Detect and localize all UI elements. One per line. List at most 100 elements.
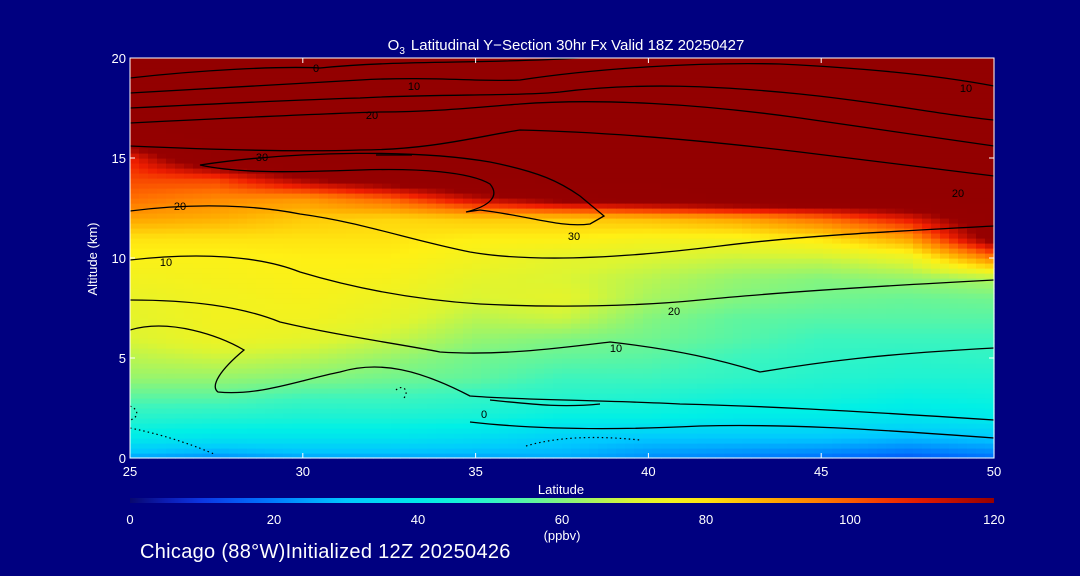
heat-cell bbox=[256, 288, 266, 294]
heat-cell bbox=[409, 333, 419, 339]
heat-cell bbox=[913, 368, 923, 374]
heat-cell bbox=[364, 303, 374, 309]
heat-cell bbox=[472, 403, 482, 409]
heat-cell bbox=[913, 333, 923, 339]
heat-cell bbox=[202, 383, 212, 389]
heat-cell bbox=[139, 358, 149, 364]
heat-cell bbox=[769, 318, 779, 324]
heat-cell bbox=[949, 308, 959, 314]
heat-cell bbox=[328, 398, 338, 404]
heat-cell bbox=[508, 243, 518, 249]
heat-cell bbox=[688, 278, 698, 284]
heat-cell bbox=[427, 298, 437, 304]
heat-cell bbox=[688, 328, 698, 334]
heat-cell bbox=[679, 303, 689, 309]
heat-cell bbox=[202, 358, 212, 364]
heat-cell bbox=[958, 393, 968, 399]
heat-cell bbox=[796, 388, 806, 394]
heat-cell bbox=[706, 348, 716, 354]
heat-cell bbox=[931, 238, 941, 244]
heat-cell bbox=[418, 423, 428, 429]
heat-cell bbox=[319, 253, 329, 259]
heat-cell bbox=[454, 373, 464, 379]
heat-cell bbox=[256, 358, 266, 364]
heat-cell bbox=[211, 283, 221, 289]
heat-cell bbox=[580, 253, 590, 259]
heat-cell bbox=[670, 428, 680, 434]
heat-cell bbox=[823, 308, 833, 314]
heat-cell bbox=[679, 243, 689, 249]
heat-cell bbox=[652, 203, 662, 209]
heat-cell bbox=[364, 328, 374, 334]
heat-cell bbox=[382, 393, 392, 399]
heat-cell bbox=[175, 398, 185, 404]
heat-cell bbox=[274, 388, 284, 394]
heat-cell bbox=[868, 373, 878, 379]
heat-cell bbox=[499, 413, 509, 419]
heat-cell bbox=[877, 293, 887, 299]
heat-cell bbox=[265, 403, 275, 409]
heat-cell bbox=[355, 423, 365, 429]
heat-cell bbox=[373, 228, 383, 234]
heat-cell bbox=[364, 393, 374, 399]
heat-cell bbox=[463, 353, 473, 359]
heat-cell bbox=[391, 253, 401, 259]
heat-cell bbox=[859, 423, 869, 429]
heat-cell bbox=[751, 378, 761, 384]
heat-cell bbox=[616, 313, 626, 319]
heat-cell bbox=[679, 363, 689, 369]
heat-cell bbox=[580, 358, 590, 364]
heat-cell bbox=[211, 318, 221, 324]
heat-cell bbox=[850, 393, 860, 399]
heat-cell bbox=[418, 273, 428, 279]
heat-cell bbox=[733, 238, 743, 244]
heat-cell bbox=[274, 348, 284, 354]
heat-cell bbox=[778, 248, 788, 254]
heat-cell bbox=[148, 198, 158, 204]
heat-cell bbox=[715, 308, 725, 314]
heat-cell bbox=[553, 218, 563, 224]
heat-cell bbox=[652, 383, 662, 389]
heat-cell bbox=[220, 343, 230, 349]
heat-cell bbox=[175, 298, 185, 304]
heat-cell bbox=[526, 243, 536, 249]
heat-cell bbox=[625, 378, 635, 384]
heat-cell bbox=[688, 363, 698, 369]
heat-cell bbox=[760, 243, 770, 249]
heat-cell bbox=[607, 423, 617, 429]
heat-cell bbox=[202, 323, 212, 329]
heat-cell bbox=[229, 333, 239, 339]
heat-cell bbox=[247, 258, 257, 264]
heat-cell bbox=[571, 433, 581, 439]
heat-cell bbox=[562, 378, 572, 384]
heat-cell bbox=[391, 228, 401, 234]
heat-cell bbox=[769, 373, 779, 379]
heat-cell bbox=[265, 233, 275, 239]
heat-cell bbox=[787, 223, 797, 229]
heat-cell bbox=[292, 433, 302, 439]
heat-cell bbox=[904, 263, 914, 269]
heat-cell bbox=[949, 363, 959, 369]
heat-cell bbox=[490, 373, 500, 379]
heat-cell bbox=[427, 273, 437, 279]
heat-cell bbox=[409, 453, 419, 459]
heat-cell bbox=[652, 378, 662, 384]
heat-cell bbox=[274, 453, 284, 459]
heat-cell bbox=[175, 263, 185, 269]
heat-cell bbox=[373, 233, 383, 239]
heat-cell bbox=[274, 398, 284, 404]
heat-cell bbox=[409, 258, 419, 264]
heat-cell bbox=[409, 413, 419, 419]
heat-cell bbox=[229, 308, 239, 314]
heat-cell bbox=[346, 428, 356, 434]
heat-cell bbox=[517, 408, 527, 414]
heat-cell bbox=[490, 248, 500, 254]
heat-cell bbox=[607, 393, 617, 399]
heat-cell bbox=[364, 203, 374, 209]
heat-cell bbox=[283, 253, 293, 259]
heat-cell bbox=[472, 258, 482, 264]
heat-cell bbox=[976, 258, 986, 264]
heat-cell bbox=[787, 353, 797, 359]
heat-cell bbox=[940, 218, 950, 224]
heat-cell bbox=[346, 423, 356, 429]
